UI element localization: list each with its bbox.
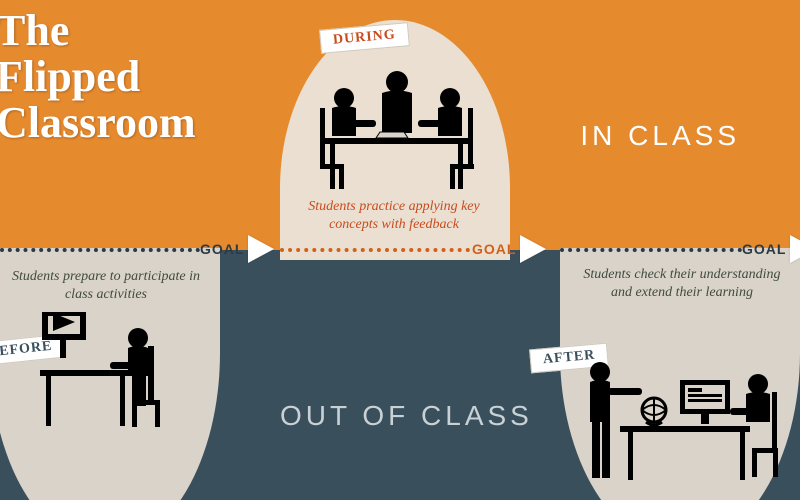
infographic-canvas: The Flipped Classroom IN CLASS OUT OF CL… <box>0 0 800 500</box>
timeline-seg-1 <box>0 248 200 252</box>
in-class-label: IN CLASS <box>580 120 740 152</box>
goal-label-2: GOAL <box>472 241 516 257</box>
title-line-1: The <box>0 6 69 55</box>
timeline: GOAL GOAL GOAL <box>0 237 800 263</box>
timeline-seg-3 <box>560 248 742 252</box>
main-title: The Flipped Classroom <box>0 8 196 147</box>
desc-before: Students prepare to participate in class… <box>6 268 206 304</box>
arrow-icon-3 <box>790 235 800 263</box>
arrow-icon-2 <box>520 235 546 263</box>
goal-label-3: GOAL <box>742 241 786 257</box>
student-desk-icon <box>40 312 190 442</box>
timeline-seg-2 <box>280 248 470 252</box>
desc-after: Students check their understanding and e… <box>582 266 782 302</box>
arrow-icon-1 <box>248 235 274 263</box>
out-of-class-label: OUT OF CLASS <box>280 400 533 432</box>
goal-label-1: GOAL <box>200 241 244 257</box>
desc-during: Students practice applying key concepts … <box>294 198 494 234</box>
title-line-3: Classroom <box>0 98 196 147</box>
title-line-2: Flipped <box>0 52 140 101</box>
group-table-icon <box>302 60 492 200</box>
pair-globe-computer-icon <box>580 360 790 490</box>
